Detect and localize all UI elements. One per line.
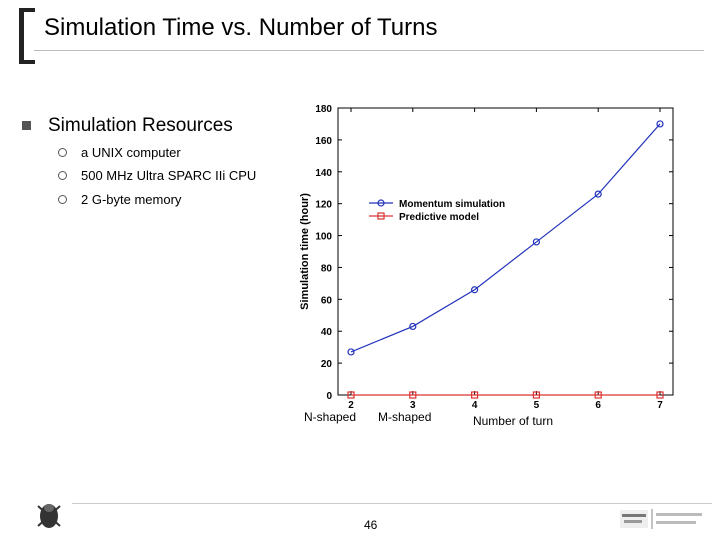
sub-bullet-text: 2 G-byte memory [81,192,182,207]
series-line-1 [350,123,661,353]
data-point [532,238,540,246]
data-point [347,348,355,356]
data-point [471,286,479,294]
legend: Momentum simulation Predictive model [363,193,513,225]
data-point [656,120,664,128]
y-tick-label: 160 [315,136,332,147]
mascot-logo-icon [37,504,61,528]
legend-label: Predictive model [399,212,479,223]
slide-title: Simulation Time vs. Number of Turns [44,14,438,41]
data-point [656,391,664,399]
plot-area [337,107,674,396]
page-number: 46 [364,518,378,532]
square-bullet-icon [22,121,31,130]
y-tick-label: 60 [321,295,333,306]
data-point [594,391,602,399]
y-tick-label: 0 [326,391,332,402]
legend-box [363,193,513,225]
y-tick-label: 80 [321,263,333,274]
y-tick-label: 120 [315,200,332,211]
sub-bullet-3: 2 G-byte memory [58,192,181,207]
y-tick-label: 140 [315,168,332,179]
sub-bullet-2: 500 MHz Ultra SPARC IIi CPU [58,168,256,183]
sub-bullet-1: a UNIX computer [58,145,181,160]
data-point [347,391,355,399]
university-logo-icon [620,509,702,529]
x-tick-label: 2 [348,400,354,411]
legend-marker [377,212,385,220]
title-bracket [19,8,35,64]
circle-bullet-icon [58,148,67,158]
x-tick-label: 5 [534,400,540,411]
category-label-m-shaped: M-shaped [378,410,432,424]
x-tick-label: 7 [657,400,663,411]
y-tick-label: 20 [321,359,333,370]
main-bullet-text: Simulation Resources [48,115,233,136]
y-axis-label: Simulation time (hour) [299,193,311,310]
x-tick-label: 3 [410,400,416,411]
y-tick-label: 100 [315,232,332,243]
x-axis-label: Number of turn [473,414,553,428]
x-tick-label: 4 [472,400,478,411]
x-tick-label: 6 [595,400,601,411]
line-chart: 0 20 40 60 80 100 120 140 160 180 2 3 4 5 6 7 Momentum… [299,104,674,428]
legend-label: Momentum simulation [399,199,505,210]
data-point [532,391,540,399]
data-point [594,190,602,198]
sub-bullet-text: a UNIX computer [81,145,181,160]
data-point [409,391,417,399]
legend-marker [377,199,385,207]
y-tick-label: 180 [315,104,332,115]
y-tick-label: 40 [321,327,333,338]
circle-bullet-icon [58,171,67,181]
category-label-n-shaped: N-shaped [304,410,357,424]
sub-bullet-text: 500 MHz Ultra SPARC IIi CPU [81,168,257,183]
footer-rule [72,503,712,504]
circle-bullet-icon [58,195,67,205]
title-rule [34,50,704,51]
data-point [409,322,417,331]
data-point [471,391,479,399]
